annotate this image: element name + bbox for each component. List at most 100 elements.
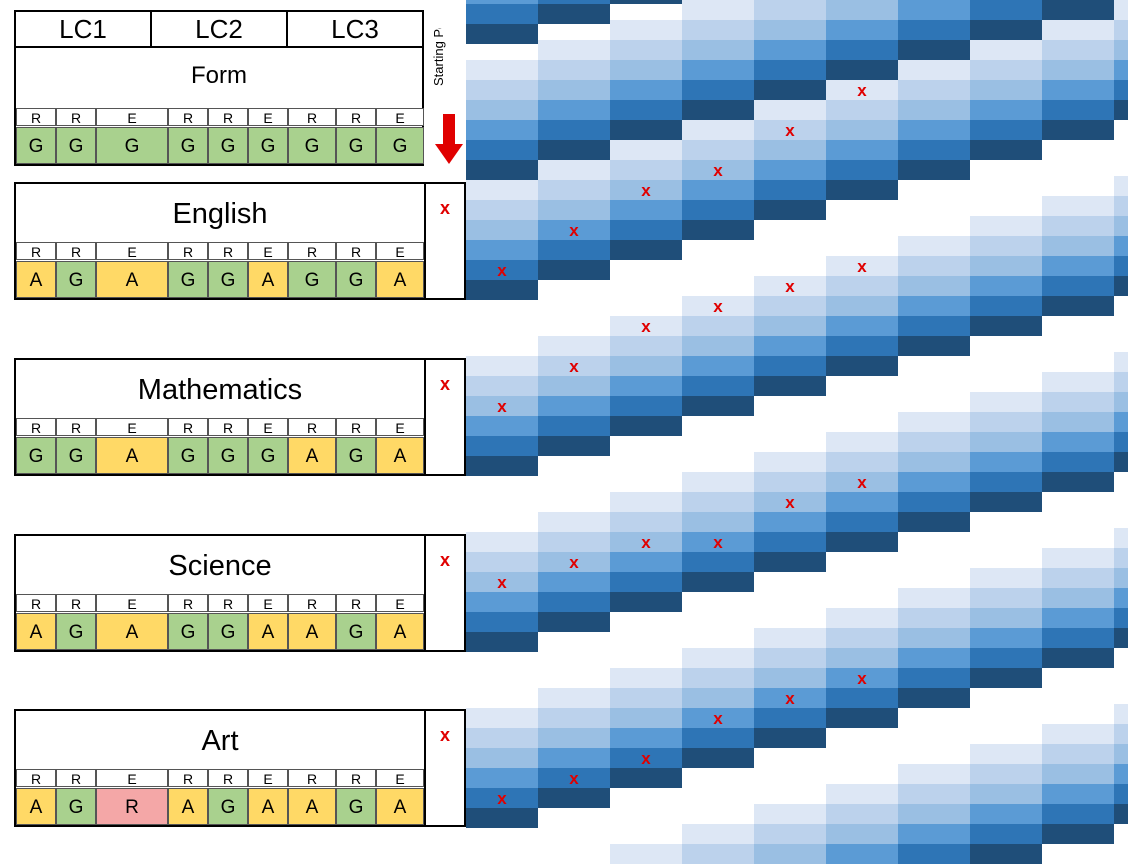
staircase-band bbox=[610, 40, 682, 60]
staircase-band bbox=[1042, 548, 1114, 568]
staircase-band bbox=[610, 336, 682, 356]
staircase-band bbox=[1042, 276, 1114, 296]
subject-marker-cell: x bbox=[426, 184, 464, 298]
lc-header-row: LC1 LC2 LC3 bbox=[14, 10, 424, 46]
staircase-band bbox=[538, 708, 610, 728]
down-arrow-icon bbox=[435, 114, 463, 164]
staircase-band bbox=[754, 532, 826, 552]
grade-cell: G bbox=[336, 788, 376, 825]
staircase-band bbox=[1042, 472, 1114, 492]
staircase-band bbox=[898, 804, 970, 824]
staircase-band bbox=[1042, 236, 1114, 256]
staircase-band bbox=[466, 436, 538, 456]
rre-label: R bbox=[288, 769, 336, 787]
grade-cell: A bbox=[96, 437, 168, 474]
staircase-band bbox=[610, 592, 682, 612]
rre-label: R bbox=[208, 108, 248, 126]
staircase-band bbox=[538, 592, 610, 612]
staircase-band bbox=[538, 240, 610, 260]
staircase-band bbox=[826, 140, 898, 160]
staircase-band bbox=[826, 668, 898, 688]
staircase-band bbox=[898, 588, 970, 608]
staircase-band bbox=[466, 24, 538, 44]
staircase-band bbox=[898, 336, 970, 356]
rre-label: R bbox=[336, 242, 376, 260]
staircase-band bbox=[610, 20, 682, 40]
staircase-band bbox=[682, 0, 754, 20]
progress-marker: x bbox=[569, 221, 579, 240]
staircase-band bbox=[610, 200, 682, 220]
grade-cell: G bbox=[336, 127, 376, 164]
staircase-band bbox=[898, 844, 970, 864]
staircase-band bbox=[1042, 60, 1114, 80]
staircase-band bbox=[970, 60, 1042, 80]
grade-cell: G bbox=[248, 127, 288, 164]
staircase-band bbox=[466, 220, 538, 240]
staircase-band bbox=[754, 844, 826, 864]
rre-label: E bbox=[376, 418, 424, 436]
staircase-band bbox=[538, 436, 610, 456]
rre-label: E bbox=[248, 108, 288, 126]
staircase-band bbox=[466, 80, 538, 100]
staircase-band bbox=[826, 0, 898, 20]
staircase-band bbox=[610, 356, 682, 376]
rre-label: R bbox=[208, 242, 248, 260]
staircase-band bbox=[754, 648, 826, 668]
staircase-band bbox=[754, 40, 826, 60]
staircase-band bbox=[826, 120, 898, 140]
staircase-band bbox=[1114, 80, 1128, 100]
grade-cell: G bbox=[336, 261, 376, 298]
grade-cell: G bbox=[56, 788, 96, 825]
starting-point-label: Starting Point bbox=[431, 28, 446, 86]
staircase-band bbox=[682, 60, 754, 80]
staircase-band bbox=[466, 456, 538, 476]
staircase-band bbox=[538, 100, 610, 120]
staircase-band bbox=[610, 708, 682, 728]
staircase-band bbox=[970, 256, 1042, 276]
staircase-band bbox=[754, 688, 826, 708]
grade-cell: G bbox=[168, 437, 208, 474]
staircase-band bbox=[466, 100, 538, 120]
rre-label: E bbox=[248, 242, 288, 260]
subject-marker: x bbox=[439, 374, 450, 394]
staircase-band bbox=[1114, 724, 1128, 744]
rre-label: R bbox=[168, 108, 208, 126]
staircase-band bbox=[754, 336, 826, 356]
subject-marker-cell: x bbox=[426, 536, 464, 650]
staircase-band bbox=[682, 728, 754, 748]
grade-cell: G bbox=[336, 613, 376, 650]
rre-label: R bbox=[208, 418, 248, 436]
staircase-band bbox=[538, 140, 610, 160]
staircase-band bbox=[1042, 40, 1114, 60]
staircase-band bbox=[682, 160, 754, 180]
staircase-band bbox=[1114, 372, 1128, 392]
rre-label: R bbox=[288, 108, 336, 126]
staircase-band bbox=[682, 688, 754, 708]
staircase-band bbox=[754, 804, 826, 824]
staircase-band bbox=[754, 140, 826, 160]
rre-label: R bbox=[168, 769, 208, 787]
grade-cell: G bbox=[168, 613, 208, 650]
staircase-band bbox=[898, 472, 970, 492]
staircase-band bbox=[682, 200, 754, 220]
progress-marker: x bbox=[857, 81, 867, 100]
staircase-band bbox=[754, 120, 826, 140]
staircase-band bbox=[466, 376, 538, 396]
staircase-band bbox=[1114, 628, 1128, 648]
staircase-band bbox=[754, 296, 826, 316]
grade-cell: G bbox=[208, 437, 248, 474]
staircase-band bbox=[970, 392, 1042, 412]
staircase-band bbox=[1114, 704, 1128, 724]
staircase-band bbox=[1114, 0, 1128, 20]
staircase-band bbox=[682, 572, 754, 592]
progress-marker: x bbox=[713, 709, 723, 728]
grade-cell: G bbox=[376, 127, 424, 164]
staircase-band bbox=[1114, 40, 1128, 60]
staircase-band bbox=[682, 20, 754, 40]
staircase-band bbox=[466, 632, 538, 652]
staircase-band bbox=[826, 80, 898, 100]
grade-cell: G bbox=[208, 613, 248, 650]
